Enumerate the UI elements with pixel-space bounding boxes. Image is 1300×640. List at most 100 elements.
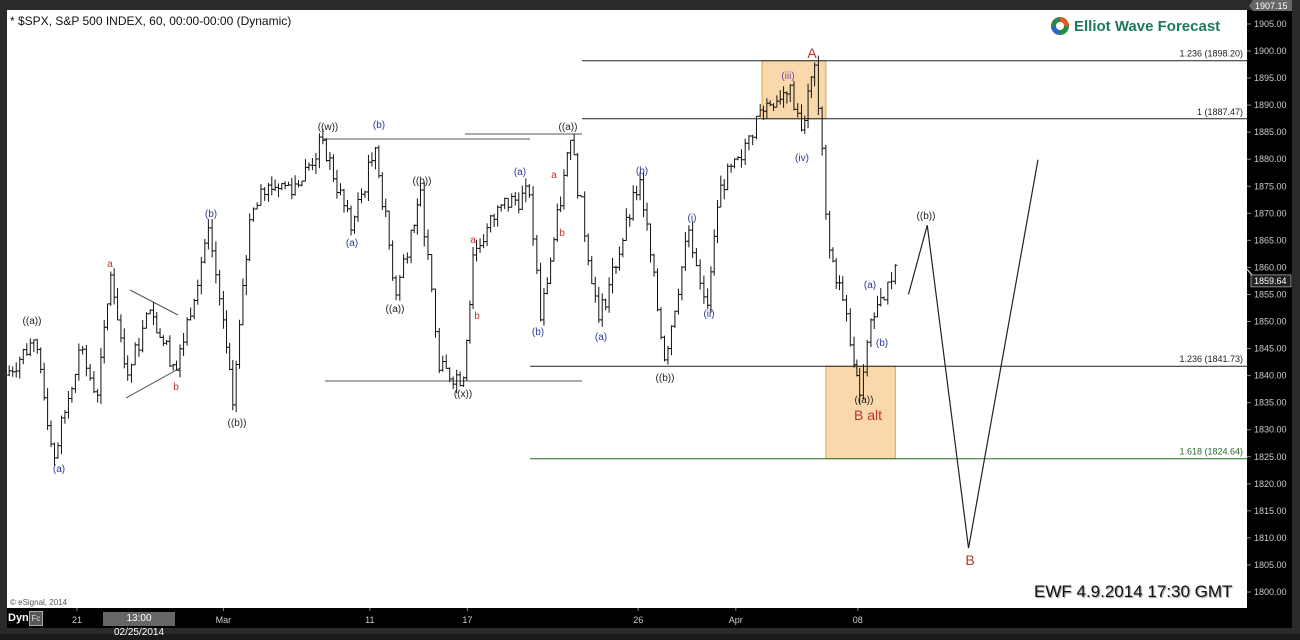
y-tick-label: 1880.00 bbox=[1254, 154, 1287, 164]
wave-label: a bbox=[470, 235, 476, 246]
price-bar bbox=[359, 188, 364, 204]
price-bar bbox=[133, 342, 138, 366]
price-bar bbox=[464, 339, 469, 381]
price-bar bbox=[362, 190, 367, 198]
logo: Elliot Wave Forecast bbox=[1050, 16, 1220, 36]
price-bar bbox=[568, 139, 573, 161]
price-bar bbox=[593, 276, 598, 303]
price-bar bbox=[66, 391, 71, 419]
price-bar bbox=[683, 231, 688, 271]
price-bar bbox=[620, 238, 625, 258]
price-bar bbox=[237, 319, 242, 369]
price-bar bbox=[893, 264, 898, 285]
price-bar bbox=[669, 325, 674, 356]
price-bar bbox=[715, 200, 720, 244]
price-bar bbox=[861, 364, 866, 400]
price-bar bbox=[743, 138, 748, 165]
price-bar bbox=[154, 312, 159, 334]
y-tick-label: 1815.00 bbox=[1254, 506, 1287, 516]
price-bar bbox=[115, 287, 120, 321]
price-bar bbox=[499, 204, 504, 212]
price-bar bbox=[376, 145, 381, 179]
price-bar bbox=[865, 339, 870, 377]
dynamic-mode-label[interactable]: Dyn bbox=[8, 612, 29, 624]
price-bar bbox=[513, 192, 518, 206]
price-bar bbox=[531, 186, 536, 246]
price-bar bbox=[405, 252, 410, 264]
wave-label: ((b)) bbox=[228, 418, 247, 429]
time-axis[interactable] bbox=[7, 608, 1292, 628]
logo-text: Elliot Wave Forecast bbox=[1074, 17, 1221, 35]
price-bar bbox=[579, 195, 584, 198]
price-bar bbox=[255, 202, 260, 210]
price-bar bbox=[523, 178, 528, 203]
price-bar bbox=[35, 338, 40, 354]
price-bar bbox=[451, 376, 456, 389]
price-bar bbox=[658, 307, 663, 340]
price-bar bbox=[331, 154, 336, 182]
wave-label: (a) bbox=[346, 238, 358, 249]
price-bar bbox=[754, 115, 759, 140]
price-bar bbox=[429, 254, 434, 293]
price-bar bbox=[158, 328, 163, 339]
price-bar bbox=[875, 295, 880, 318]
price-bar bbox=[538, 262, 543, 322]
price-bar bbox=[69, 386, 74, 403]
wave-label: ((a)) bbox=[23, 316, 42, 327]
price-bar bbox=[735, 156, 740, 161]
price-bar bbox=[356, 192, 361, 223]
price-bar bbox=[827, 210, 832, 259]
price-bar bbox=[502, 197, 507, 210]
target-zone bbox=[825, 365, 896, 460]
price-bar bbox=[652, 253, 657, 277]
wave-label: B bbox=[965, 552, 974, 568]
price-bar bbox=[273, 179, 278, 192]
price-bar bbox=[708, 266, 713, 313]
price-bar bbox=[746, 135, 751, 151]
price-bar bbox=[565, 151, 570, 177]
y-tick-label: 1870.00 bbox=[1254, 208, 1287, 218]
price-bar bbox=[262, 187, 267, 201]
price-bar bbox=[596, 286, 601, 323]
y-tick-label: 1895.00 bbox=[1254, 73, 1287, 83]
plot-area[interactable] bbox=[7, 10, 1247, 608]
fc-button[interactable]: Fc bbox=[29, 611, 43, 626]
price-bar bbox=[136, 337, 141, 357]
price-bar bbox=[167, 335, 172, 367]
projection-path bbox=[907, 159, 1039, 549]
price-bar bbox=[834, 258, 839, 290]
price-axis[interactable] bbox=[1247, 10, 1292, 608]
price-bar bbox=[694, 248, 699, 267]
logo-swirl-icon bbox=[1051, 17, 1069, 35]
price-bar bbox=[108, 271, 113, 306]
y-tick-label: 1830.00 bbox=[1254, 425, 1287, 435]
x-tick-label: 11 bbox=[365, 615, 374, 625]
price-bar bbox=[310, 157, 315, 171]
price-bar bbox=[718, 175, 723, 208]
price-bar bbox=[516, 192, 521, 214]
price-bar bbox=[397, 275, 402, 301]
price-bar bbox=[481, 234, 486, 249]
wave-label: ((x)) bbox=[454, 389, 472, 400]
y-tick-label: 1835.00 bbox=[1254, 398, 1287, 408]
price-bar bbox=[192, 298, 197, 320]
price-bar bbox=[390, 240, 395, 281]
price-bar bbox=[164, 340, 169, 345]
wave-label: (b) bbox=[205, 209, 217, 220]
price-bar bbox=[830, 247, 835, 263]
price-bar bbox=[440, 355, 445, 372]
price-bar bbox=[289, 177, 294, 200]
price-bar bbox=[415, 198, 420, 235]
wave-label: (b) bbox=[636, 166, 648, 177]
price-bar bbox=[52, 442, 57, 466]
price-bar bbox=[188, 307, 193, 321]
price-bar bbox=[409, 229, 414, 264]
price-bar bbox=[823, 144, 828, 220]
price-bar bbox=[433, 288, 438, 338]
price-bar bbox=[725, 163, 730, 191]
price-bar bbox=[296, 180, 301, 188]
price-bar bbox=[679, 266, 684, 301]
price-bar bbox=[425, 229, 430, 261]
y-tick-label: 1905.00 bbox=[1254, 19, 1287, 29]
wave-label: (b) bbox=[876, 338, 888, 349]
